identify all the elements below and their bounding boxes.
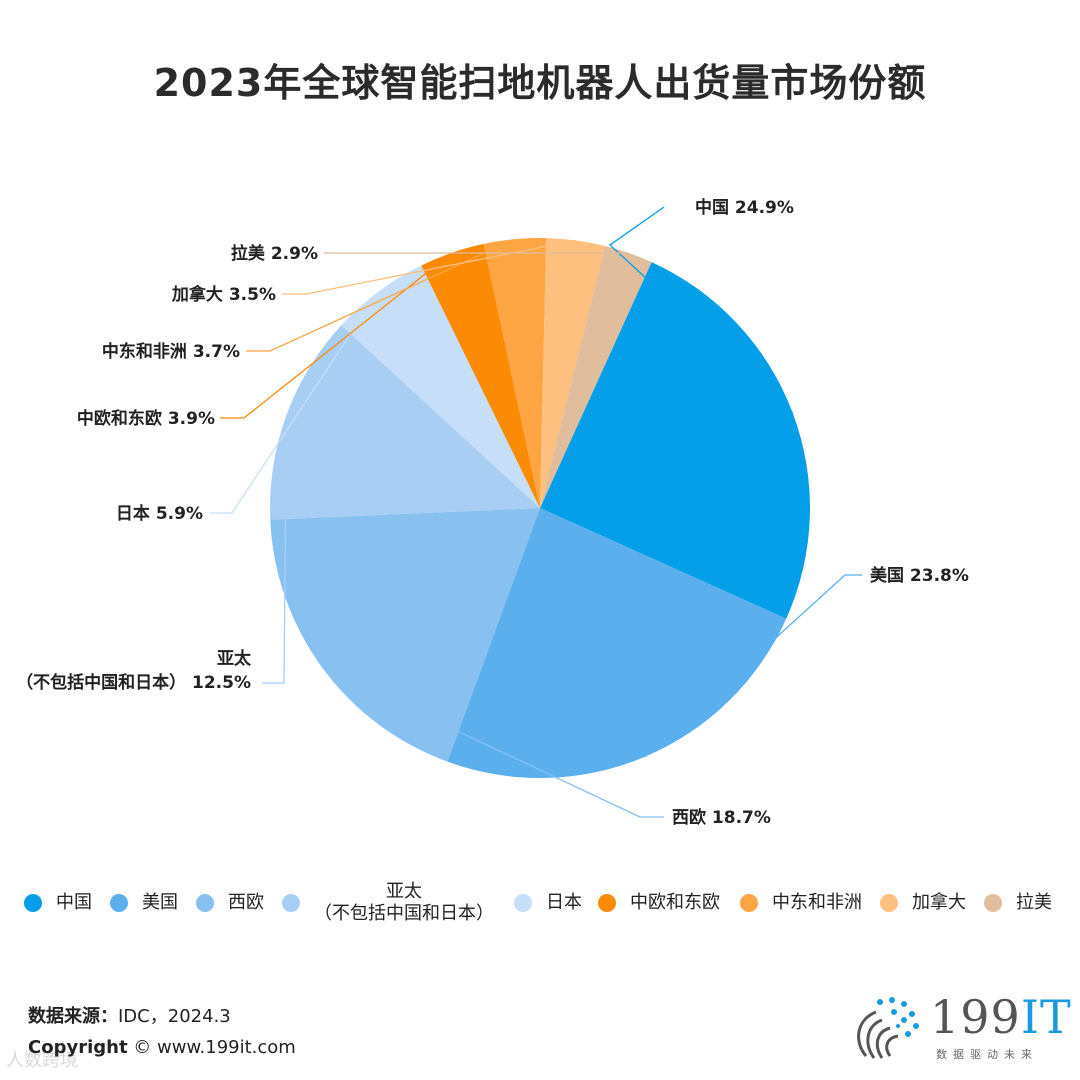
source-label: 数据来源： — [28, 1006, 118, 1027]
legend-marker — [880, 894, 898, 912]
leader-line-1 — [644, 574, 862, 758]
chart-title: 2023年全球智能扫地机器人出货量市场份额 — [153, 61, 927, 105]
slice-label-3: 亚太（不包括中国和日本） 12.5% — [16, 648, 252, 693]
pie-slice-6 — [483, 237, 547, 508]
logo-wordmark: 199IT — [930, 990, 1072, 1044]
data-source: 数据来源：IDC，2024.3 — [28, 1002, 231, 1028]
legend-label: 中欧和东欧 — [630, 892, 720, 913]
pie-slice-8 — [540, 245, 652, 508]
legend-marker — [984, 894, 1002, 912]
legend-marker — [282, 894, 300, 912]
legend-item-japan: 日本 — [514, 878, 582, 928]
leader-line-3 — [262, 415, 288, 684]
slice-label-1: 美国 23.8% — [870, 565, 969, 586]
logo-mark-icon — [857, 997, 919, 1059]
leader-line-6 — [246, 238, 516, 352]
slice-label-2: 西欧 18.7% — [672, 807, 771, 828]
pie-slice-2 — [270, 508, 540, 762]
pie-slice-4 — [341, 265, 540, 508]
legend-marker — [740, 894, 758, 912]
source-value: IDC，2024.3 — [118, 1006, 231, 1027]
leader-line-0 — [608, 206, 794, 414]
legend-label: 亚太 （不包括中国和日本） — [314, 881, 494, 924]
pie-slices — [269, 237, 810, 778]
legend-label: 美国 — [142, 892, 178, 913]
leader-line-4 — [210, 291, 380, 514]
legend-marker — [24, 894, 42, 912]
legend-item-middle-east-africa: 中东和非洲 — [740, 878, 862, 928]
legend-item-canada: 加拿大 — [880, 878, 966, 928]
legend-item-latin-america: 拉美 — [984, 878, 1052, 928]
legend-label: 日本 — [546, 892, 582, 913]
slice-label-8: 拉美 2.9% — [231, 243, 318, 264]
legend-item-usa: 美国 — [110, 878, 178, 928]
label-leader-lines — [210, 206, 862, 818]
legend-label: 西欧 — [228, 892, 264, 913]
199it-logo: 199IT 数据驱动未来 — [846, 990, 1071, 1066]
logo-text-accent: IT — [1020, 990, 1072, 1044]
pie-slice-0 — [540, 262, 810, 619]
legend-label: 拉美 — [1016, 892, 1052, 913]
legend-label: 中东和非洲 — [772, 892, 862, 913]
leader-line-5 — [220, 252, 453, 419]
slice-label-7: 加拿大 3.5% — [171, 284, 276, 305]
copyright: Copyright © www.199it.com — [28, 1037, 296, 1058]
slice-label-5: 中欧和东欧 3.9% — [77, 408, 215, 429]
legend-item-western-europe: 西欧 — [196, 878, 264, 928]
logo-tagline: 数据驱动未来 — [936, 1048, 1038, 1061]
legend-item-apac: 亚太 （不包括中国和日本） — [282, 878, 494, 928]
slice-label-0: 中国 24.9% — [695, 197, 794, 218]
copyright-url: © www.199it.com — [133, 1037, 296, 1058]
slice-label-6: 中东和非洲 3.7% — [102, 341, 240, 362]
legend: 中国 美国 西欧 亚太 （不包括中国和日本） 日本 中欧和东欧 中东和非洲 加拿… — [0, 878, 1080, 928]
logo-text-main: 199 — [930, 990, 1021, 1044]
legend-marker — [110, 894, 128, 912]
legend-marker — [598, 894, 616, 912]
pie-slice-5 — [421, 243, 540, 508]
watermark: 人数跨境 — [6, 1050, 78, 1071]
legend-label: 中国 — [56, 892, 92, 913]
pie-slice-1 — [447, 508, 787, 778]
legend-item-central-eastern-europe: 中欧和东欧 — [598, 878, 720, 928]
slice-label-4: 日本 5.9% — [116, 503, 203, 524]
pie-slice-7 — [540, 238, 606, 508]
slice-labels: 中国 24.9% 美国 23.8% 西欧 18.7% 亚太（不包括中国和日本） 12.… — [16, 197, 969, 828]
pie-slice-3 — [269, 325, 540, 520]
leader-line-7 — [282, 239, 576, 295]
copyright-label: Copyright — [28, 1037, 128, 1058]
legend-marker — [514, 894, 532, 912]
legend-label: 加拿大 — [912, 892, 966, 913]
legend-marker — [196, 894, 214, 912]
leader-line-2 — [321, 666, 664, 818]
legend-item-china: 中国 — [24, 878, 92, 928]
